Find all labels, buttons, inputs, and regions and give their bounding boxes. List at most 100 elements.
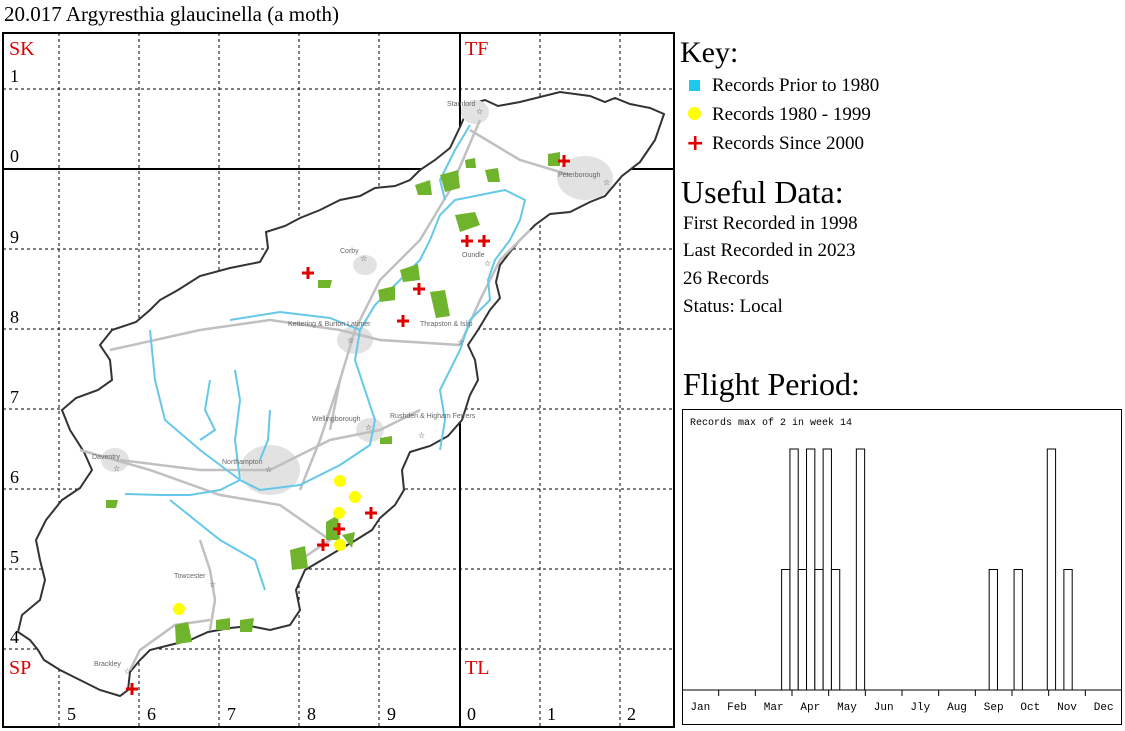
svg-text:9: 9 (387, 704, 396, 724)
chart-bars (781, 448, 1073, 691)
town-rushden: Rushden & Higham Ferrers (390, 413, 476, 420)
flight-bar (797, 569, 808, 691)
key-item-prior-1980: Records Prior to 1980 (686, 75, 879, 97)
month-label: Aug (947, 702, 967, 714)
svg-text:4: 4 (10, 627, 19, 647)
record-dot (349, 491, 361, 503)
svg-text:☆: ☆ (484, 259, 491, 268)
svg-text:☆: ☆ (209, 580, 216, 589)
month-label: May (837, 702, 857, 714)
record-count: 26 Records (683, 268, 770, 289)
month-label: Nov (1057, 702, 1077, 714)
month-label: Apr (800, 702, 820, 714)
month-ticks (718, 690, 1086, 696)
month-label: Feb (727, 702, 747, 714)
town-towcester: Towcester (174, 573, 206, 580)
key-label: Records 1980 - 1999 (712, 104, 871, 125)
left-grid-numbers: 1 0 9 8 7 6 5 4 (10, 66, 19, 647)
flight-period-heading: Flight Period: (683, 366, 860, 402)
record-cross (302, 267, 314, 279)
square-label-sk: SK (9, 38, 35, 60)
town-northampton: Northampton (222, 459, 263, 466)
records-1980-1999 (173, 475, 361, 615)
bottom-grid-numbers: 5 6 7 8 9 0 1 2 (67, 704, 636, 724)
month-label: Jly (910, 702, 930, 714)
record-cross (461, 235, 473, 247)
svg-text:☆: ☆ (365, 423, 372, 432)
svg-text:0: 0 (10, 146, 19, 166)
flight-bar (1046, 448, 1057, 691)
flight-bar (1013, 569, 1023, 691)
page-title: 20.017 Argyresthia glaucinella (a moth) (4, 2, 339, 26)
month-label: Oct (1020, 702, 1040, 714)
town-brackley: Brackley (94, 661, 121, 668)
svg-text:1: 1 (547, 704, 556, 724)
record-dot (334, 475, 346, 487)
town-kettering: Kettering & Burton Latimer (288, 321, 371, 328)
month-label: Sep (984, 702, 1004, 714)
cyan-square-icon (686, 75, 702, 97)
last-recorded: Last Recorded in 2023 (683, 240, 856, 261)
svg-text:☆: ☆ (113, 464, 120, 473)
record-cross (478, 235, 490, 247)
flight-bar (781, 569, 791, 691)
svg-text:8: 8 (307, 704, 316, 724)
woodland-patches (106, 152, 560, 644)
svg-text:5: 5 (67, 704, 76, 724)
svg-text:6: 6 (10, 467, 19, 487)
town-markers: Stamford Peterborough Corby Oundle Kette… (92, 101, 601, 668)
svg-text:☆: ☆ (265, 465, 272, 474)
key-label: Records Prior to 1980 (712, 75, 880, 96)
flight-bar (1063, 569, 1073, 691)
svg-text:5: 5 (10, 547, 19, 567)
yellow-dot-icon (686, 104, 702, 126)
status: Status: Local (683, 296, 783, 317)
record-dot (333, 507, 345, 519)
svg-text:8: 8 (10, 307, 19, 327)
svg-text:☆: ☆ (476, 107, 483, 116)
svg-text:2: 2 (627, 704, 636, 724)
key-label: Records Since 2000 (712, 133, 864, 154)
month-labels: Jan Feb Mar Apr May Jun Jly Aug Sep Oct Nov Dec (690, 702, 1113, 714)
flight-period-chart: Records max of 2 in week 14 Jan Feb Mar Apr… (682, 409, 1122, 725)
record-cross (126, 683, 138, 695)
record-cross (397, 315, 409, 327)
svg-text:0: 0 (467, 704, 476, 724)
town-oundle: Oundle (462, 252, 485, 259)
record-cross (558, 155, 570, 167)
key-item-1980-1999: Records 1980 - 1999 (686, 104, 871, 126)
flight-bar (988, 569, 998, 691)
svg-text:☆: ☆ (457, 338, 464, 347)
square-labels: SK TF SP TL (9, 38, 489, 679)
record-dot (173, 603, 185, 615)
town-thrapston: Thrapston & Islip (420, 321, 473, 328)
square-label-sp: SP (9, 657, 31, 679)
month-label: Mar (764, 702, 784, 714)
svg-text:9: 9 (10, 227, 19, 247)
flight-bar (789, 448, 799, 691)
rivers (124, 124, 527, 591)
urban-areas (101, 100, 613, 495)
svg-text:1: 1 (10, 66, 19, 86)
town-corby: Corby (340, 248, 359, 255)
flight-bar (814, 569, 824, 691)
month-label: Dec (1094, 702, 1114, 714)
key-heading: Key: (680, 36, 739, 69)
town-peterborough: Peterborough (558, 172, 601, 179)
distribution-map: Stamford Peterborough Corby Oundle Kette… (2, 32, 675, 728)
flight-bar (855, 448, 866, 691)
town-daventry: Daventry (92, 454, 121, 461)
red-cross-icon: + (686, 131, 705, 156)
records-since-2000 (126, 155, 570, 695)
record-cross (317, 539, 329, 551)
record-dot (334, 539, 346, 551)
town-stamford: Stamford (447, 101, 476, 108)
square-label-tl: TL (465, 657, 489, 679)
flight-bar (822, 448, 832, 691)
useful-data-heading: Useful Data: (681, 174, 844, 210)
flight-bar (830, 569, 841, 691)
chart-caption: Records max of 2 in week 14 (690, 417, 852, 429)
square-label-tf: TF (465, 38, 488, 60)
first-recorded: First Recorded in 1998 (683, 213, 858, 234)
month-label: Jan (690, 702, 710, 714)
